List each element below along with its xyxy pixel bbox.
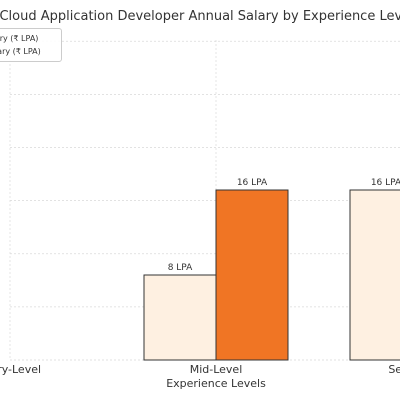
x-axis-label: Experience Levels — [166, 377, 266, 390]
bar-min-1 — [143, 274, 217, 361]
x-tick-label-2: Senior-Level — [388, 363, 400, 376]
legend-label-minimum: Minimum Salary (₹ LPA) — [0, 34, 39, 43]
bar-min-2 — [349, 189, 400, 361]
chart-title: Cloud Application Developer Annual Salar… — [0, 9, 400, 24]
x-tick-labels: Entry-Level Mid-Level Senior-Level — [0, 363, 400, 376]
bar-label-min-2: 16 LPA — [371, 178, 400, 188]
bars — [143, 189, 400, 361]
x-tick-label-0: Entry-Level — [0, 363, 41, 376]
x-tick-label-1: Mid-Level — [190, 363, 243, 376]
bar-label-max-1: 16 LPA — [237, 178, 268, 188]
bar-label-min-1: 8 LPA — [168, 263, 193, 273]
legend-item-minimum: Minimum Salary (₹ LPA) — [0, 32, 57, 45]
legend-label-maximum: Maximum Salary (₹ LPA) — [0, 47, 41, 56]
bar-max-1 — [215, 189, 289, 361]
legend-item-maximum: Maximum Salary (₹ LPA) — [0, 45, 57, 58]
legend: Minimum Salary (₹ LPA) Maximum Salary (₹… — [0, 28, 62, 62]
